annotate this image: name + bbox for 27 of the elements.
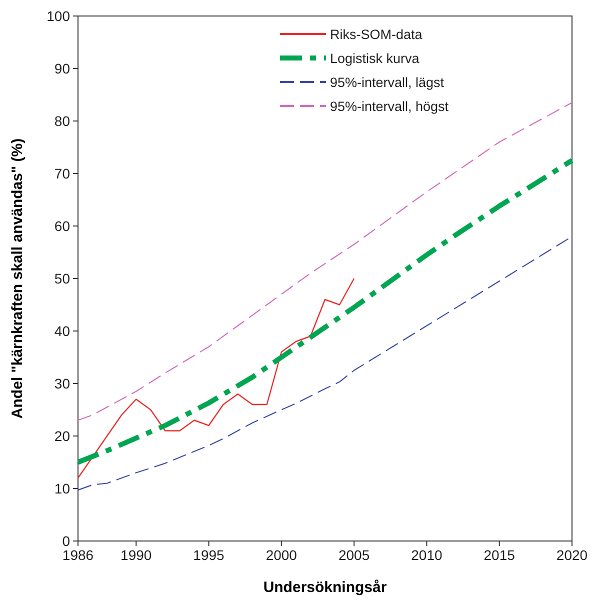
y-tick-label: 30	[54, 376, 70, 392]
x-tick-label: 2020	[556, 547, 588, 563]
y-tick-label: 90	[54, 60, 70, 76]
y-axis-title: Andel "kärnkraften skall användas" (%)	[9, 138, 26, 419]
legend-label: Logistisk kurva	[330, 51, 420, 66]
y-tick-label: 20	[54, 428, 70, 444]
legend-label: Riks-SOM-data	[330, 27, 423, 42]
y-tick-label: 60	[54, 218, 70, 234]
x-tick-label: 1990	[120, 547, 152, 563]
y-tick-label: 80	[54, 113, 70, 129]
x-axis-title: Undersökningsår	[263, 579, 387, 596]
line-series	[77, 278, 355, 479]
y-tick-label: 10	[54, 480, 70, 496]
y-tick-label: 70	[54, 166, 70, 182]
line-series	[77, 102, 573, 421]
x-tick-label: 1986	[62, 547, 94, 563]
y-tick-label: 50	[54, 270, 70, 286]
x-tick-label: 2010	[411, 547, 442, 563]
legend-label: 95%-intervall, lägst	[330, 75, 444, 90]
y-tick-label: 40	[54, 323, 70, 339]
x-tick-label: 2015	[484, 547, 516, 563]
y-tick-label: 100	[46, 8, 70, 24]
y-tick-label: 0	[62, 533, 70, 549]
x-tick-label: 2000	[266, 547, 298, 563]
x-tick-label: 1995	[193, 547, 225, 563]
x-tick-label: 2005	[338, 547, 370, 563]
legend-label: 95%-intervall, högst	[330, 99, 449, 114]
